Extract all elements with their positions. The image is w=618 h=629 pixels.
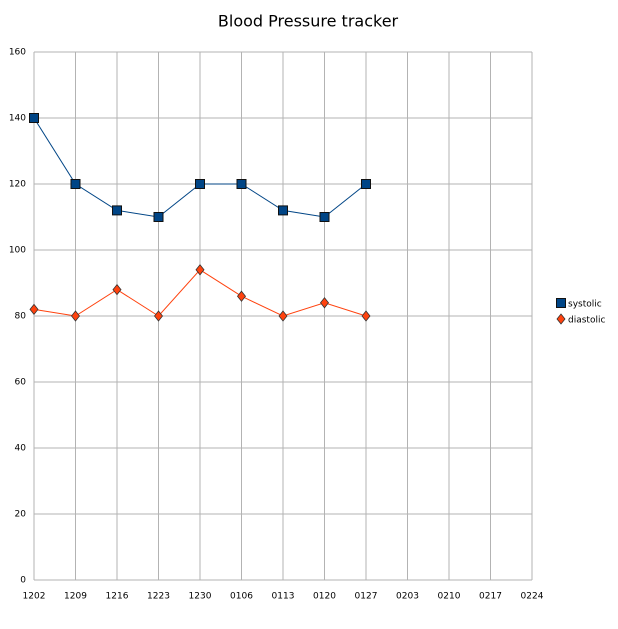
x-tick-label: 1223: [147, 592, 170, 602]
x-tick-label: 0106: [230, 592, 253, 602]
x-tick-label: 0120: [313, 592, 336, 602]
y-tick-label: 0: [20, 576, 26, 586]
data-point: [112, 283, 122, 296]
y-tick-label: 60: [15, 378, 27, 388]
y-tick-label: 100: [9, 246, 26, 256]
x-tick-label: 1202: [23, 592, 46, 602]
data-point: [195, 264, 205, 276]
data-point: [361, 179, 371, 189]
data-point: [236, 290, 247, 302]
legend-marker: [556, 313, 566, 325]
y-tick-label: 120: [9, 180, 26, 190]
x-tick-label: 0224: [521, 592, 544, 602]
data-point: [195, 179, 205, 189]
data-point: [319, 212, 330, 222]
data-point: [112, 205, 122, 216]
x-tick-label: 1216: [106, 592, 129, 602]
y-tick-label: 160: [9, 48, 26, 58]
data-point: [153, 310, 164, 322]
data-point: [70, 179, 81, 189]
data-point: [319, 297, 330, 309]
x-tick-label: 0203: [396, 592, 419, 602]
x-tick-label: 1209: [64, 592, 87, 602]
y-tick-label: 40: [15, 444, 27, 454]
y-tick-label: 140: [9, 114, 26, 124]
legend-label: diastolic: [568, 316, 605, 326]
x-tick-label: 0127: [355, 592, 378, 602]
legend-marker: [556, 298, 566, 308]
data-point: [29, 303, 39, 316]
chart-title: Blood Pressure tracker: [218, 12, 399, 31]
data-point: [361, 310, 371, 322]
x-tick-label: 0113: [272, 592, 295, 602]
y-tick-label: 80: [15, 312, 27, 322]
x-tick-label: 1230: [189, 592, 212, 602]
x-tick-label: 0217: [479, 592, 502, 602]
data-point: [236, 179, 247, 189]
data-point: [153, 212, 164, 222]
y-tick-label: 20: [15, 510, 27, 520]
legend-label: systolic: [568, 300, 602, 310]
x-tick-label: 0210: [438, 592, 461, 602]
data-point: [278, 205, 288, 216]
data-point: [29, 113, 39, 123]
data-point: [70, 310, 81, 322]
data-point: [278, 310, 288, 322]
